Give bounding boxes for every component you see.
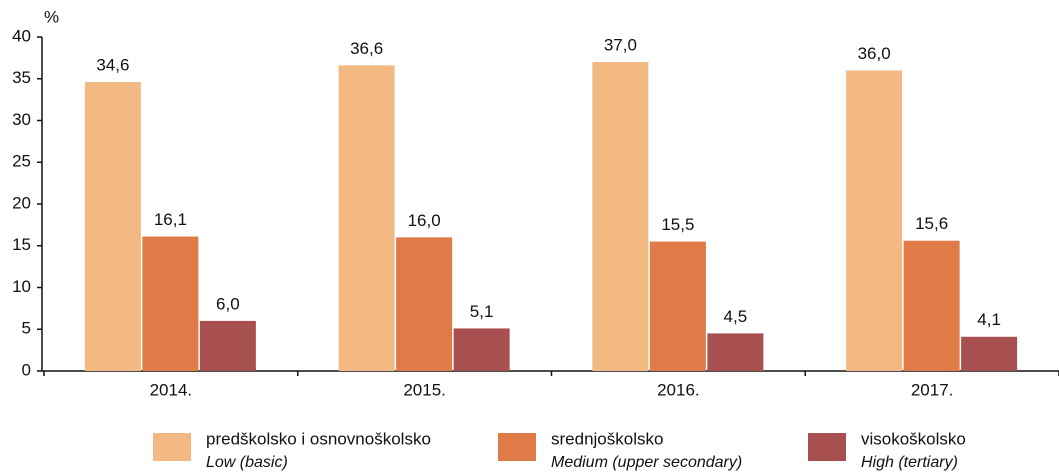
legend-swatch xyxy=(153,433,191,461)
data-label: 15,5 xyxy=(661,215,694,234)
y-tick-label: 15 xyxy=(12,235,31,254)
bar xyxy=(961,336,1018,371)
data-label: 4,5 xyxy=(724,307,748,326)
y-tick-label: 20 xyxy=(12,193,31,212)
legend-swatch xyxy=(808,433,846,461)
x-tick-label: 2017. xyxy=(911,380,954,399)
y-tick-label: 35 xyxy=(12,68,31,87)
bar xyxy=(707,333,764,371)
data-label: 6,0 xyxy=(216,294,240,313)
y-tick-label: 30 xyxy=(12,110,31,129)
legend-label: srednjoškolsko xyxy=(551,429,663,448)
data-label: 36,0 xyxy=(858,44,891,63)
y-tick-label: 10 xyxy=(12,277,31,296)
bar xyxy=(903,240,960,371)
legend-label-en: Medium (upper secondary) xyxy=(551,454,742,471)
x-tick-label: 2014. xyxy=(150,380,193,399)
bar xyxy=(142,236,199,371)
data-label: 34,6 xyxy=(96,56,129,75)
bar xyxy=(846,70,903,372)
y-axis-label: % xyxy=(44,7,59,26)
x-tick-label: 2015. xyxy=(403,380,446,399)
data-label: 36,6 xyxy=(350,39,383,58)
bar xyxy=(453,328,510,371)
legend-swatch xyxy=(498,433,536,461)
y-tick-label: 40 xyxy=(12,26,31,45)
bar xyxy=(84,82,141,371)
data-label: 15,6 xyxy=(915,214,948,233)
legend-label: predškolsko i osnovnoškolsko xyxy=(206,429,431,448)
bar xyxy=(338,65,395,371)
y-tick-label: 0 xyxy=(22,360,31,379)
legend-label-en: Low (basic) xyxy=(206,454,288,471)
data-label: 4,1 xyxy=(977,310,1001,329)
data-label: 16,1 xyxy=(154,210,187,229)
data-label: 16,0 xyxy=(408,211,441,230)
legend-label-en: High (tertiary) xyxy=(861,454,958,471)
legend-label: visokoškolsko xyxy=(861,429,966,448)
bar xyxy=(396,237,453,371)
bar xyxy=(649,241,706,371)
data-label: 5,1 xyxy=(470,302,494,321)
x-tick-label: 2016. xyxy=(657,380,700,399)
y-tick-label: 5 xyxy=(22,319,31,338)
bar xyxy=(592,62,649,372)
data-label: 37,0 xyxy=(604,36,637,55)
bar xyxy=(199,320,256,371)
y-tick-label: 25 xyxy=(12,152,31,171)
